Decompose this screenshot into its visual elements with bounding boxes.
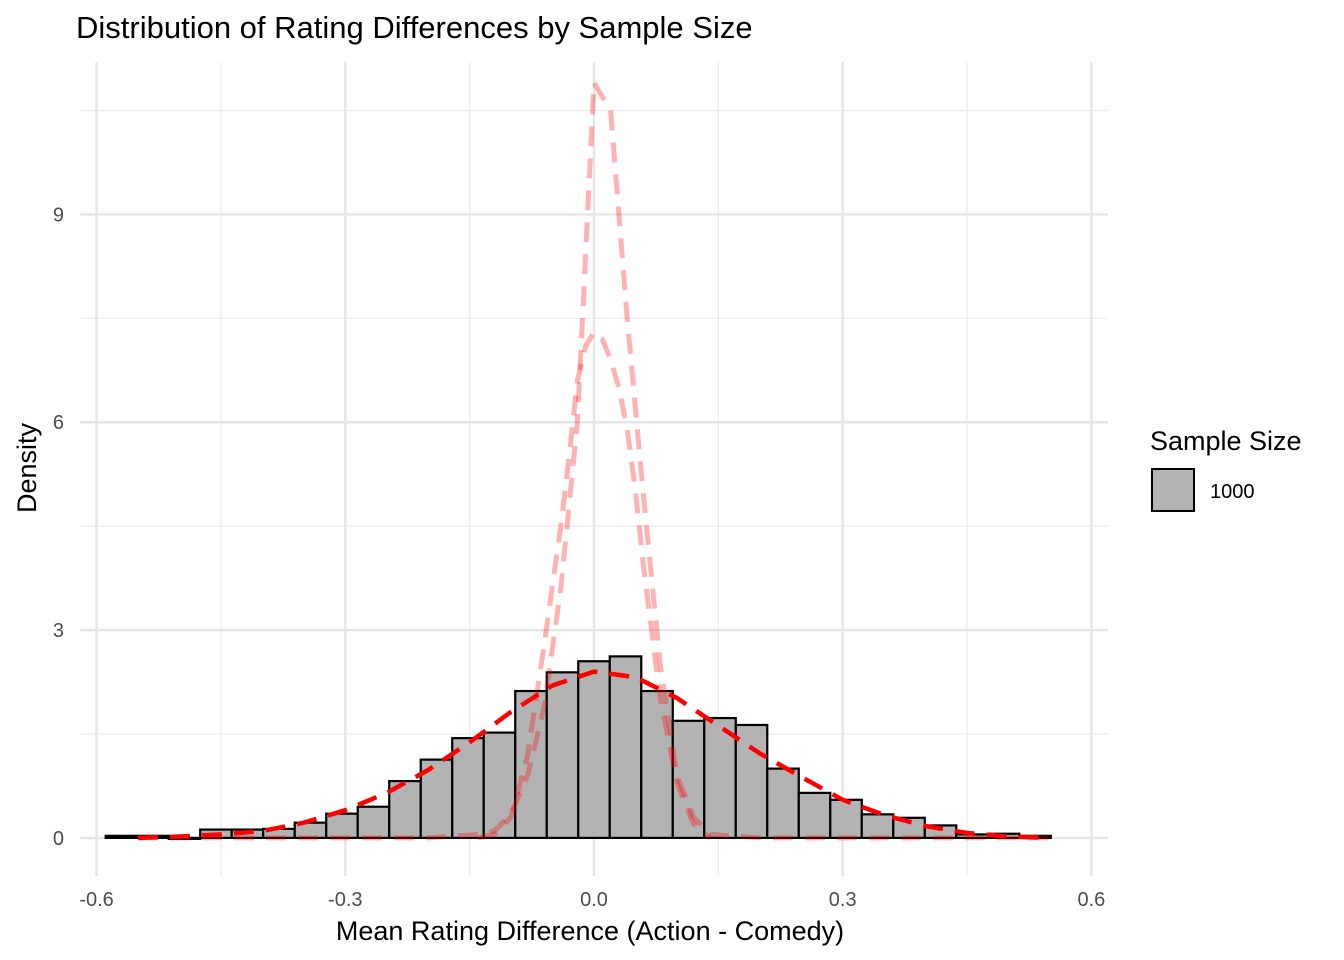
histogram-bar (451, 737, 485, 839)
chart-title: Distribution of Rating Differences by Sa… (76, 10, 753, 45)
x-tick-label: 0.3 (829, 889, 857, 911)
x-tick-label: 0.6 (1078, 889, 1106, 911)
legend: Sample Size 1000 (1150, 426, 1302, 512)
x-tick-label: -0.3 (328, 889, 362, 911)
histogram-bar (671, 719, 706, 839)
x-tick-label: -0.6 (79, 889, 113, 911)
y-tick-label: 0 (53, 828, 64, 850)
histogram-bar (104, 834, 139, 839)
x-axis-ticks: -0.6 -0.3 0.0 0.3 0.6 (79, 889, 1105, 911)
histogram-bars (104, 655, 1052, 840)
histogram-bar (797, 791, 832, 839)
histogram-bar (860, 813, 895, 839)
legend-label: 1000 (1210, 481, 1255, 503)
y-tick-label: 6 (53, 412, 64, 434)
histogram-bar (482, 731, 517, 839)
histogram-bar (640, 689, 674, 839)
legend-swatch (1151, 468, 1195, 512)
histogram-bar (356, 805, 391, 839)
density-curve-main (137, 669, 1051, 841)
histogram-bar (577, 660, 611, 839)
density-curve-faded (138, 80, 1050, 841)
y-axis-title: Density (12, 422, 42, 513)
density-curves (137, 80, 1051, 841)
histogram-bar (829, 798, 863, 839)
histogram-bar (325, 812, 359, 839)
histogram-bar (545, 671, 580, 839)
y-tick-label: 9 (53, 204, 64, 226)
x-axis-title: Mean Rating Difference (Action - Comedy) (336, 916, 844, 946)
y-tick-label: 3 (53, 620, 64, 642)
y-axis-ticks: 0 3 6 9 (53, 204, 64, 849)
histogram-bar (608, 655, 643, 839)
histogram-bar (766, 767, 800, 839)
histogram-bar (734, 723, 769, 839)
legend-title: Sample Size (1150, 426, 1302, 456)
x-tick-label: 0.0 (580, 889, 608, 911)
